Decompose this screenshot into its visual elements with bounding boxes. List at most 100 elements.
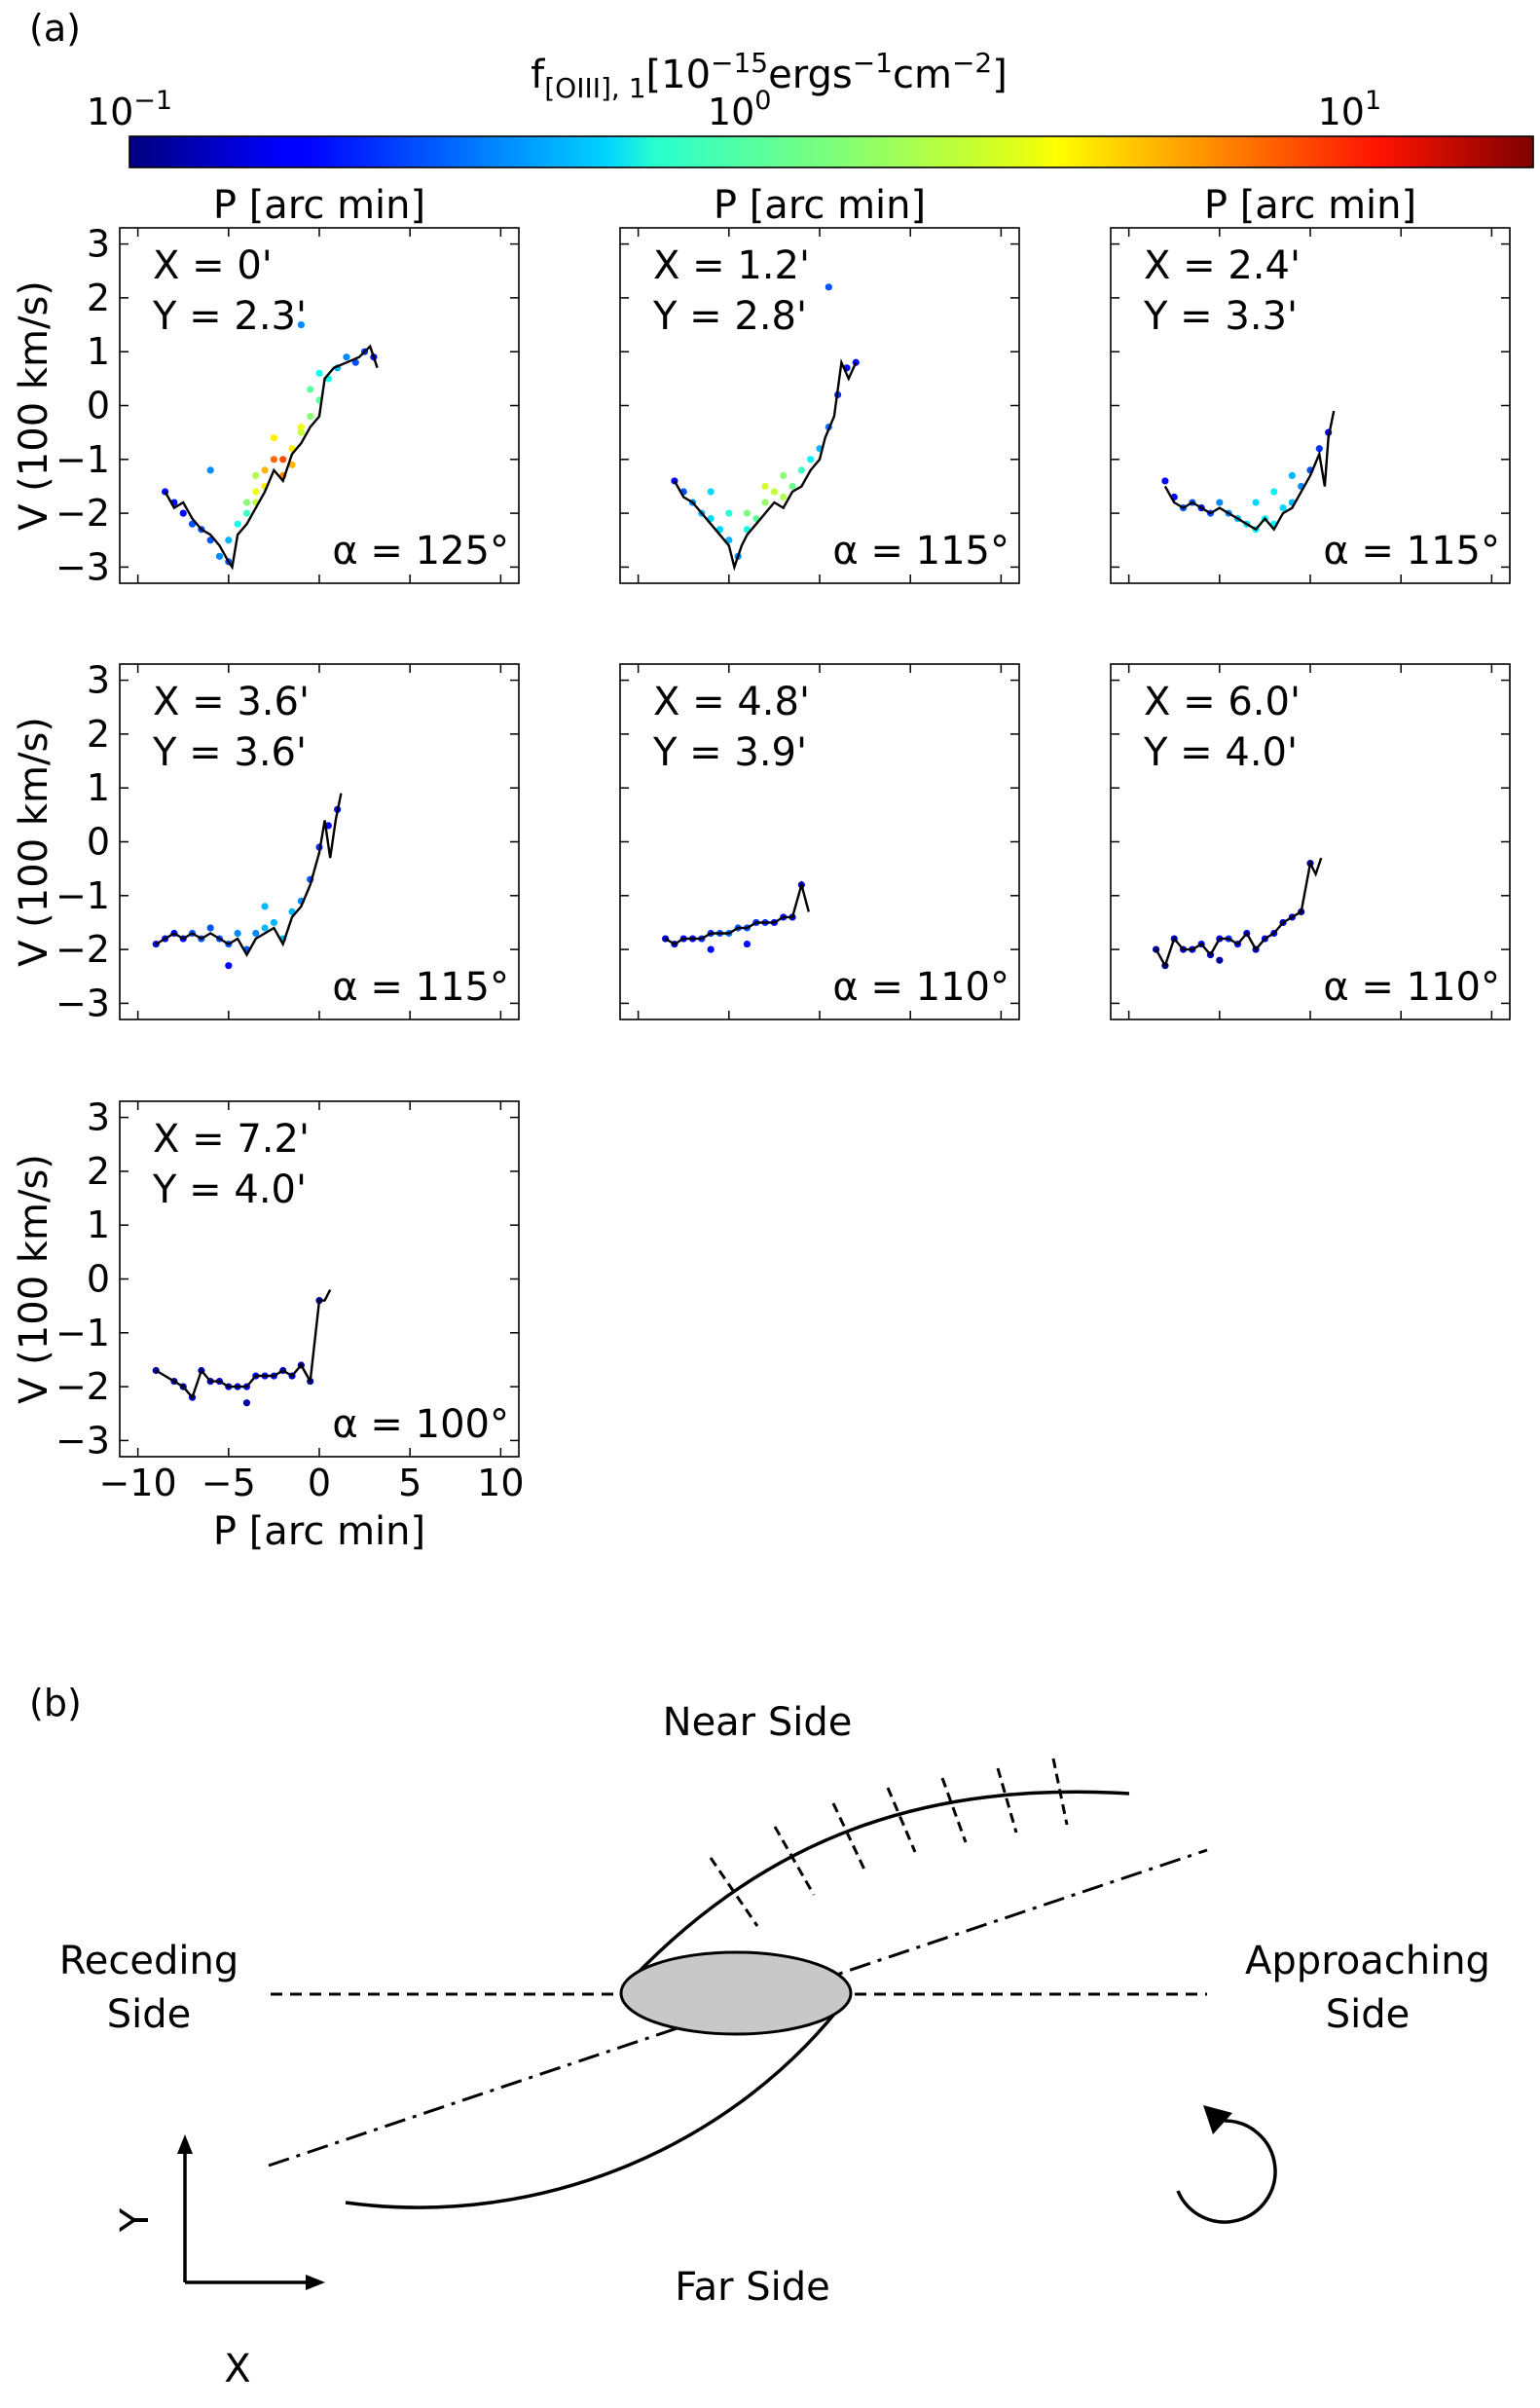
- y-tick-label: 3: [87, 1096, 110, 1139]
- y-tick-label: 2: [87, 277, 110, 319]
- data-point: [761, 482, 769, 491]
- disk-ellipse: [619, 1950, 853, 2036]
- data-point: [825, 283, 832, 291]
- panel-alpha: α = 115°: [332, 965, 509, 1010]
- data-point: [1252, 499, 1260, 506]
- data-point: [225, 962, 233, 970]
- data-point: [1216, 956, 1224, 964]
- pv-panel-1: −3 −2 −1 0 1 2 3 V (100 km/s) P [arc min] X = 0' Y…: [12, 183, 520, 588]
- colorbar-tick-label: 101: [1318, 86, 1382, 133]
- data-point: [1288, 471, 1296, 479]
- data-point: [206, 924, 214, 932]
- data-point: [242, 509, 251, 517]
- data-point: [261, 903, 269, 910]
- data-point: [788, 482, 796, 491]
- x-tick-label: −10: [99, 1462, 177, 1504]
- y-tick-label: 0: [87, 385, 110, 427]
- data-point: [1161, 477, 1169, 485]
- approaching-side-label-2: Side: [1326, 1992, 1411, 2037]
- x-tick-label: 0: [308, 1462, 331, 1504]
- pv-panel-2: P [arc min] X = 1.2' Y = 2.8' α = 115°: [619, 183, 1020, 584]
- data-point: [179, 509, 187, 517]
- panel-x-offset: X = 3.6': [153, 680, 310, 724]
- data-point: [770, 488, 779, 496]
- colorbar-tick-label: 10−1: [87, 86, 172, 133]
- data-point: [261, 466, 269, 474]
- near-side-label: Near Side: [663, 1700, 853, 1745]
- panel-b-label: (b): [29, 1682, 82, 1724]
- data-point: [343, 353, 350, 361]
- data-point: [307, 412, 314, 421]
- data-point: [725, 509, 733, 517]
- data-point: [307, 386, 314, 393]
- x-axis-label-top: P [arc min]: [1204, 183, 1416, 228]
- panel-x-offset: X = 7.2': [153, 1117, 310, 1162]
- mean-velocity-line: [155, 1289, 332, 1400]
- panel-alpha: α = 110°: [832, 965, 1009, 1010]
- xy-axes-indicator: Y X: [113, 2134, 325, 2391]
- data-point: [797, 466, 805, 474]
- y-tick-label: 0: [87, 1258, 110, 1301]
- data-point: [252, 929, 260, 938]
- data-point: [1279, 503, 1287, 512]
- y-tick-label: 2: [87, 1150, 110, 1193]
- colorbar: f[OIII], 1[10−15ergs−1cm−2] 10−1 100 101: [87, 47, 1534, 168]
- panel-x-offset: X = 2.4': [1144, 243, 1301, 288]
- y-tick-label: −2: [55, 1365, 110, 1408]
- data-point: [1216, 499, 1224, 506]
- data-point: [315, 369, 323, 377]
- mean-velocity-line: [1163, 410, 1336, 532]
- data-point: [261, 924, 269, 932]
- mean-velocity-line: [673, 357, 858, 572]
- y-tick-label: −1: [55, 1312, 110, 1354]
- colorbar-bar: [128, 135, 1534, 168]
- near-arc-ticks: [709, 1758, 1069, 1927]
- panel-y-offset: Y = 4.0': [152, 1167, 307, 1212]
- y-tick-label: 1: [87, 330, 110, 373]
- data-point: [288, 461, 296, 468]
- y-tick-label: −2: [55, 928, 110, 971]
- near-arc: [621, 1790, 1130, 1990]
- y-tick-label: −3: [55, 545, 110, 588]
- data-point: [743, 940, 752, 948]
- mean-velocity-line: [155, 793, 343, 958]
- mean-velocity-line: [664, 880, 810, 946]
- data-point: [206, 466, 214, 474]
- data-point: [780, 471, 788, 479]
- data-point: [234, 929, 241, 938]
- panel-y-offset: Y = 2.8': [652, 294, 807, 339]
- data-point: [807, 456, 815, 463]
- panel-x-offset: X = 4.8': [653, 680, 810, 724]
- data-point: [279, 456, 287, 463]
- approaching-side-label-1: Approaching: [1245, 1939, 1490, 1983]
- panel-x-offset: X = 1.2': [653, 243, 810, 288]
- rotation-arrow-icon: [1176, 2105, 1277, 2224]
- panel-y-offset: Y = 3.6': [152, 730, 307, 775]
- panel-y-offset: Y = 3.9': [652, 730, 807, 775]
- mean-velocity-line: [164, 344, 379, 571]
- panel-alpha: α = 100°: [332, 1402, 509, 1447]
- y-axis-label: V (100 km/s): [12, 717, 56, 967]
- mean-velocity-line: [1155, 857, 1323, 969]
- y-tick-label: 1: [87, 766, 110, 809]
- panel-x-offset: X = 0': [153, 243, 273, 288]
- data-point: [297, 428, 305, 436]
- x-tick-label: 10: [477, 1462, 524, 1504]
- y-axis-label: V (100 km/s): [12, 280, 56, 531]
- pv-panel-6: X = 6.0' Y = 4.0' α = 110°: [1110, 663, 1511, 1020]
- data-point: [242, 1399, 251, 1407]
- colorbar-tick-label: 100: [708, 86, 772, 133]
- x-axis-label-bottom: P [arc min]: [213, 1509, 425, 1554]
- data-point: [252, 488, 260, 496]
- data-point: [270, 918, 278, 927]
- data-point: [270, 434, 278, 442]
- y-tick-label: 2: [87, 713, 110, 756]
- panel-a-label: (a): [29, 7, 81, 50]
- x-tick-label: −5: [202, 1462, 256, 1504]
- x-axis-label-top: P [arc min]: [213, 183, 425, 228]
- pv-panel-5: X = 4.8' Y = 3.9' α = 110°: [619, 663, 1020, 1020]
- data-point: [1270, 488, 1278, 496]
